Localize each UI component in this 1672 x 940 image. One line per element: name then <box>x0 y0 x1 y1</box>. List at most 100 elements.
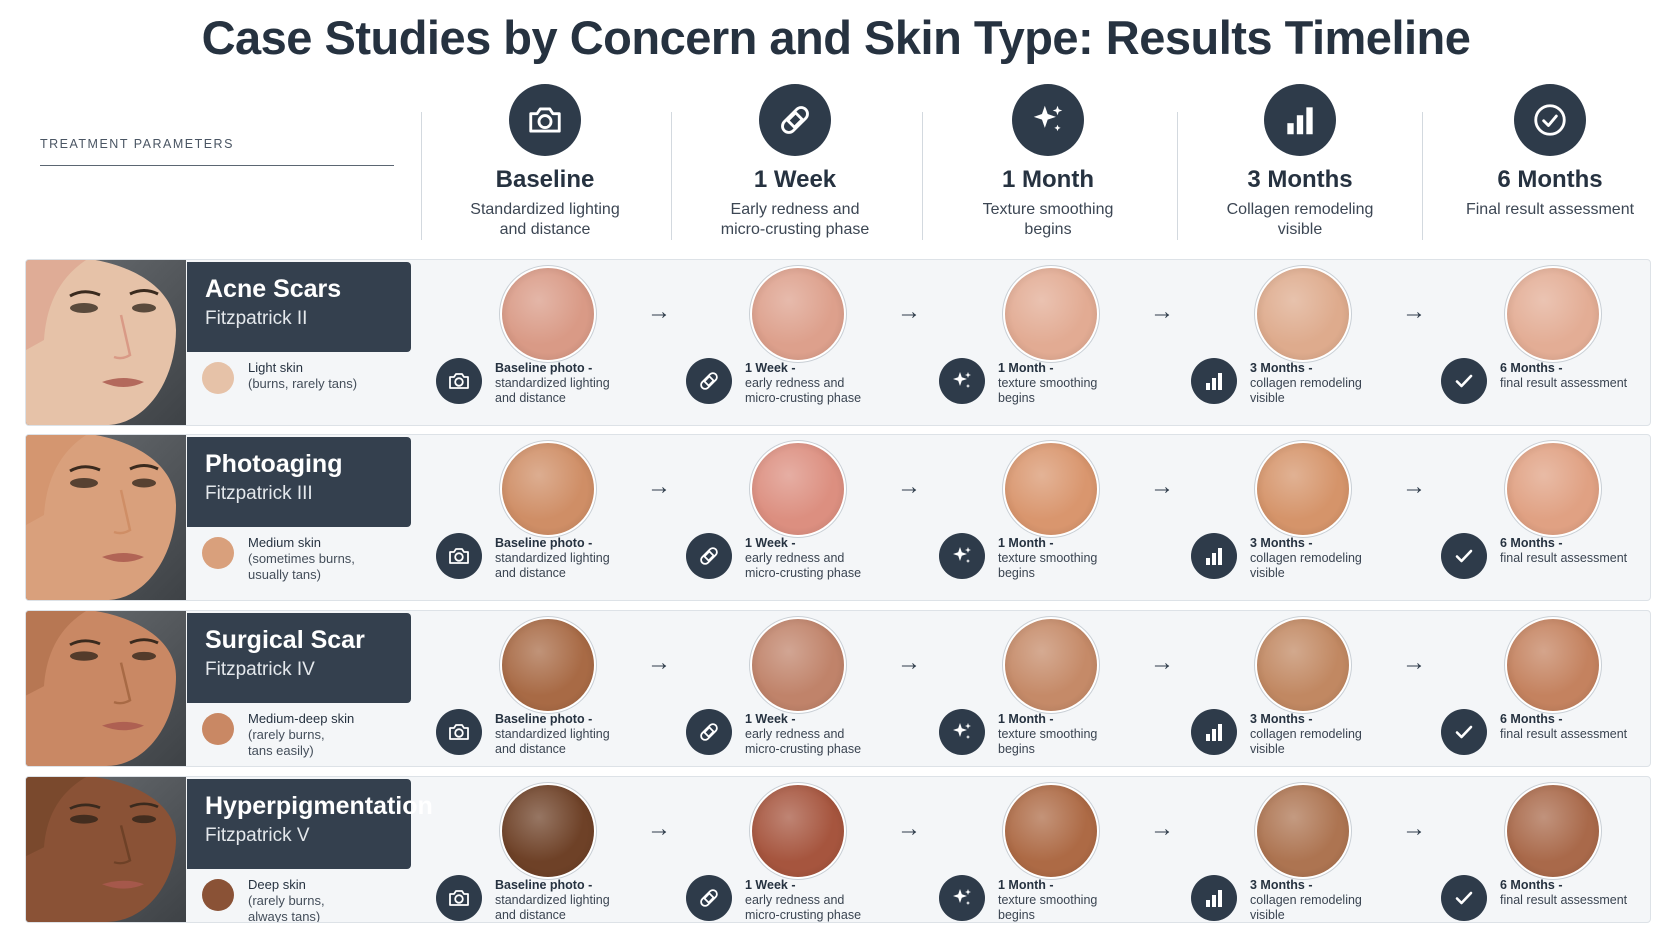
skin-closeup-2 <box>1003 266 1099 362</box>
camera-icon <box>436 709 482 755</box>
progress-arrow: → <box>647 473 671 500</box>
concern-label: Acne Scars Fitzpatrick II <box>187 262 411 352</box>
skin-closeup-2 <box>1003 441 1099 537</box>
concern-label: Photoaging Fitzpatrick III <box>187 437 411 527</box>
stage-description: Standardized lighting and distance <box>470 201 620 238</box>
bar-chart-icon <box>1264 84 1336 156</box>
skin-closeup-0 <box>500 266 596 362</box>
sparkle-icon <box>939 533 985 579</box>
stage-description: Final result assessment <box>1465 201 1635 218</box>
bar-chart-icon <box>1191 533 1237 579</box>
stage-header-4: 6 Months Final result assessment <box>1430 84 1670 220</box>
stage-cell-text: 3 Months - collagen remodeling visible <box>1250 712 1362 756</box>
bandage-icon <box>759 84 831 156</box>
stage-description: Early redness and micro-crusting phase <box>720 201 870 238</box>
progress-arrow: → <box>647 298 671 325</box>
face-photo <box>26 611 186 766</box>
case-row: Hyperpigmentation Fitzpatrick V Deep skin(… <box>25 776 1651 923</box>
stage-cell-text: 1 Week - early redness and micro-crusting … <box>745 361 862 405</box>
face-photo <box>26 777 186 922</box>
concern-title: Photoaging <box>205 450 343 478</box>
stage-cell-text: Baseline photo - standardized lighting and… <box>495 712 610 756</box>
skin-closeup-0 <box>500 783 596 879</box>
skin-description: Deep skin (rarely burns, always tans) <box>248 877 325 923</box>
stage-cell-text: Baseline photo - standardized lighting and… <box>495 536 610 580</box>
sparkle-icon <box>939 709 985 755</box>
stage-cell-text: 1 Week - early redness and micro-crusting … <box>745 712 862 756</box>
progress-arrow: → <box>897 649 921 676</box>
skin-closeup-2 <box>1003 783 1099 879</box>
column-divider <box>1177 112 1178 240</box>
stage-header-0: Baseline Standardized lighting and distanc… <box>425 84 665 240</box>
treatment-parameters-label: TREATMENT PARAMETERS <box>40 137 234 151</box>
stage-cell-text: Baseline photo - standardized lighting and… <box>495 878 610 922</box>
stage-cell-text: 3 Months - collagen remodeling visible <box>1250 361 1362 405</box>
check-circle-icon <box>1514 84 1586 156</box>
stage-cell-text: 1 Month - texture smoothing begins <box>998 361 1098 405</box>
stage-cell-text: 6 Months - final result assessment <box>1500 361 1628 390</box>
page-title: Case Studies by Concern and Skin Type: R… <box>201 11 1471 64</box>
progress-arrow: → <box>1150 473 1174 500</box>
skin-description: Medium-deep skin (rarely burns, tans easil… <box>248 711 355 758</box>
skin-closeup-2 <box>1003 617 1099 713</box>
stage-header-1: 1 Week Early redness and micro-crusting ph… <box>675 84 915 240</box>
stage-header-3: 3 Months Collagen remodeling visible <box>1180 84 1420 240</box>
bar-chart-icon <box>1191 709 1237 755</box>
sparkle-icon <box>1012 84 1084 156</box>
bandage-icon <box>686 358 732 404</box>
stage-cell-text: 6 Months - final result assessment <box>1500 536 1628 565</box>
skin-tone-swatch <box>202 362 234 394</box>
skin-description: Medium skin (sometimes burns, usually tans… <box>248 535 355 582</box>
bar-chart-icon <box>1191 358 1237 404</box>
column-divider <box>671 112 672 240</box>
skin-closeup-4 <box>1505 617 1601 713</box>
progress-arrow: → <box>1150 298 1174 325</box>
skin-tone-swatch <box>202 537 234 569</box>
stage-description: Collagen remodeling visible <box>1226 201 1374 238</box>
skin-closeup-4 <box>1505 266 1601 362</box>
progress-arrow: → <box>1402 649 1426 676</box>
progress-arrow: → <box>1150 815 1174 842</box>
skin-closeup-1 <box>750 783 846 879</box>
stage-cell-text: Baseline photo - standardized lighting and… <box>495 361 610 405</box>
camera-icon <box>436 533 482 579</box>
case-row: Acne Scars Fitzpatrick II Light skin (burns… <box>25 259 1651 426</box>
stage-cell-text: 1 Month - texture smoothing begins <box>998 712 1098 756</box>
stage-title: 1 Week <box>753 166 837 193</box>
check-icon <box>1441 709 1487 755</box>
skin-closeup-0 <box>500 617 596 713</box>
skin-closeup-4 <box>1505 783 1601 879</box>
progress-arrow: → <box>1402 815 1426 842</box>
skin-closeup-3 <box>1255 266 1351 362</box>
skin-closeup-3 <box>1255 441 1351 537</box>
sparkle-icon <box>939 875 985 921</box>
skin-closeup-0 <box>500 441 596 537</box>
fitzpatrick-type: Fitzpatrick IV <box>205 659 315 680</box>
fitzpatrick-type: Fitzpatrick II <box>205 308 308 329</box>
concern-label: Surgical Scar Fitzpatrick IV <box>187 613 411 703</box>
concern-label: Hyperpigmentation Fitzpatrick V <box>187 779 433 869</box>
progress-arrow: → <box>1150 649 1174 676</box>
camera-icon <box>436 358 482 404</box>
stage-cell-text: 3 Months - collagen remodeling visible <box>1250 536 1362 580</box>
skin-description: Light skin (burns, rarely tans) <box>248 360 358 391</box>
stage-cell-text: 1 Week - early redness and micro-crusting … <box>745 536 862 580</box>
stage-header-2: 1 Month Texture smoothing begins <box>928 84 1168 240</box>
stage-cell-text: 6 Months - final result assessment <box>1500 878 1628 907</box>
column-divider <box>1422 112 1423 240</box>
column-divider <box>421 112 422 240</box>
check-icon <box>1441 875 1487 921</box>
parameters-divider <box>40 165 394 166</box>
check-icon <box>1441 358 1487 404</box>
check-icon <box>1441 533 1487 579</box>
fitzpatrick-type: Fitzpatrick III <box>205 483 313 504</box>
stage-title: 1 Month <box>1002 166 1094 193</box>
concern-title: Acne Scars <box>205 275 342 303</box>
progress-arrow: → <box>647 649 671 676</box>
progress-arrow: → <box>1402 473 1426 500</box>
skin-closeup-1 <box>750 617 846 713</box>
skin-closeup-1 <box>750 266 846 362</box>
face-photo <box>26 260 186 425</box>
concern-title: Hyperpigmentation <box>205 792 433 820</box>
bandage-icon <box>686 533 732 579</box>
